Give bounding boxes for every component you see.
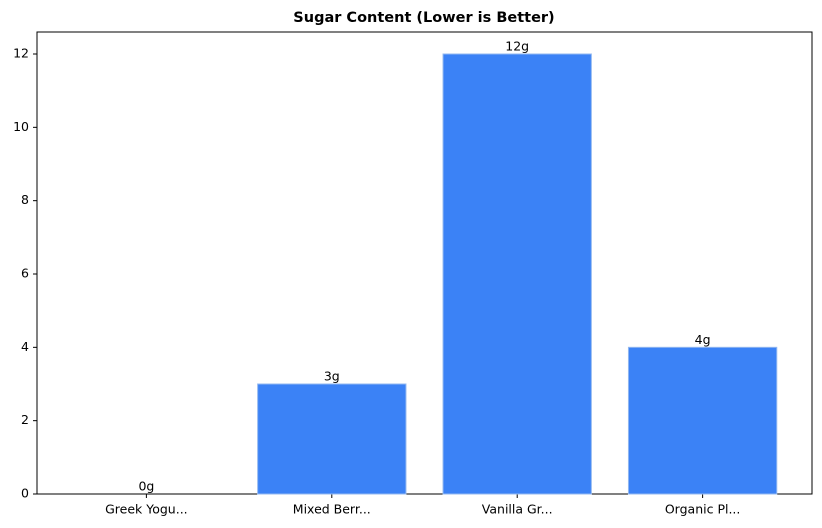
bar: [627, 346, 778, 495]
chart-title: Sugar Content (Lower is Better): [293, 10, 554, 26]
bar: [257, 383, 407, 495]
x-tick-label: Mixed Berr...: [293, 502, 371, 517]
y-tick-label: 4: [21, 339, 29, 354]
bar: [442, 53, 592, 495]
y-tick-label: 2: [21, 412, 29, 427]
y-tick-label: 10: [13, 119, 29, 134]
y-tick-label: 12: [13, 46, 29, 61]
y-tick-label: 6: [21, 266, 29, 281]
x-tick-label: Greek Yogu...: [105, 502, 188, 517]
y-tick-label: 8: [21, 192, 29, 207]
x-tick-label: Organic Pl...: [665, 502, 741, 517]
value-label: 4g: [695, 332, 711, 347]
value-label: 12g: [505, 39, 529, 54]
value-label: 0g: [138, 479, 154, 494]
y-tick-label: 0: [21, 486, 29, 501]
x-tick-label: Vanilla Gr...: [482, 502, 553, 517]
value-label: 3g: [324, 369, 340, 384]
plot-frame: [36, 31, 813, 495]
